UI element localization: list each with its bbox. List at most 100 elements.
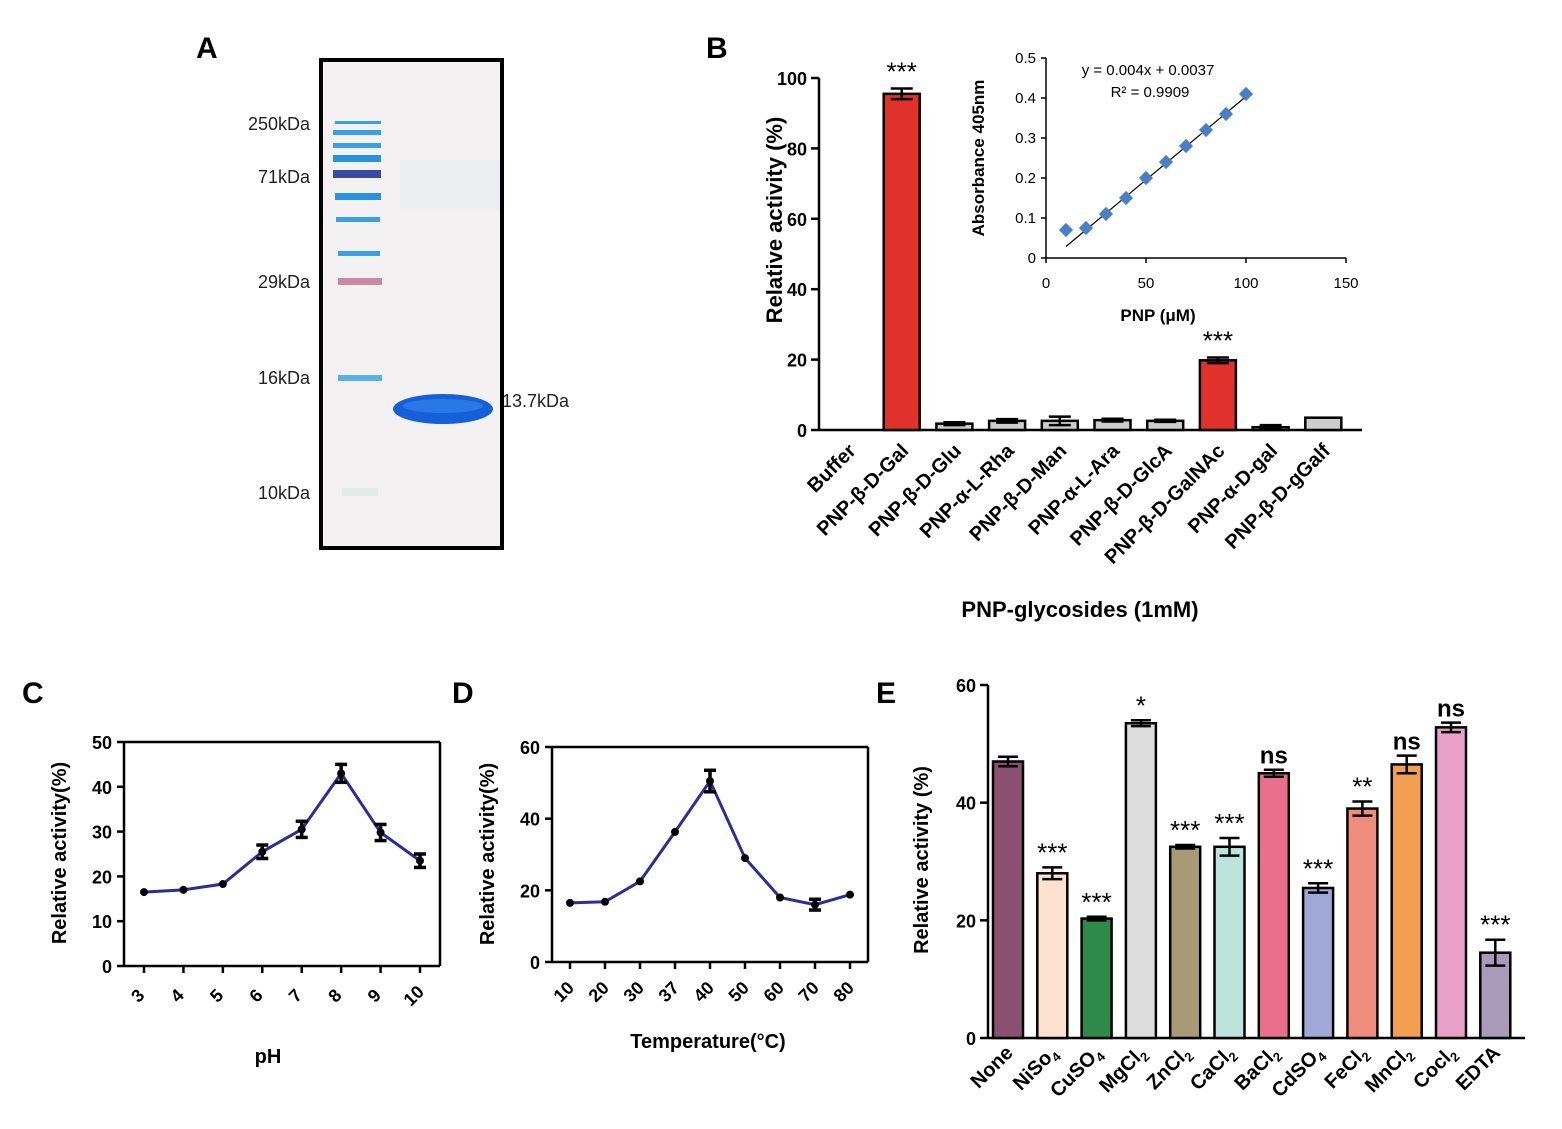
chart-d-y-tick-label: 20: [520, 881, 540, 901]
chart-e-bar: [1168, 845, 1202, 1040]
chart-e-significance-label: ***: [1303, 853, 1333, 883]
inset-data-point: [1158, 154, 1174, 170]
chart-e-significance-label: ***: [1214, 808, 1244, 838]
chart-c-data-point: [416, 856, 424, 865]
chart-d-x-axis-label: Temperature(°C): [630, 1031, 785, 1053]
chart-d-x-tick-label: 50: [725, 978, 753, 1006]
inset-data-point: [1178, 138, 1194, 154]
chart-e-y-tick-label: 60: [956, 676, 976, 696]
chart-d-data-point: [776, 893, 784, 902]
panel-label-e: E: [876, 677, 896, 710]
chart-c-y-tick-label: 0: [102, 957, 112, 977]
chart-d-x-tick-label: 30: [620, 978, 648, 1006]
ladder-band-faint: [342, 488, 378, 496]
inset-y-tick-label: 0.3: [1015, 130, 1036, 147]
ladder-band-dark: [333, 170, 381, 178]
chart-b-y-tick-label: 40: [787, 280, 807, 300]
inset-data-point: [1058, 222, 1074, 238]
chart-d-y-tick-label: 0: [530, 953, 540, 973]
chart-d-y-axis-label: Relative activity(%): [477, 763, 499, 945]
inset-data-point: [1118, 190, 1134, 206]
inset-data-point: [1098, 206, 1114, 222]
inset-x-tick-label: 150: [1333, 275, 1358, 292]
chart-c-data-point: [337, 769, 346, 778]
chart-e-category-label: ZnCl2: [1143, 1042, 1197, 1096]
chart-c-x-tick-label: 6: [245, 985, 266, 1006]
panel-label-b: B: [706, 32, 728, 65]
inset-equation: y = 0.004x + 0.0037: [1082, 62, 1215, 79]
chart-e-bar: [1390, 763, 1423, 1040]
chart-e-y-axis-label: Relative activity (%): [911, 766, 933, 954]
chart-c-x-tick-label: 8: [324, 985, 345, 1006]
inset-y-tick-label: 0: [1028, 250, 1036, 267]
chart-b-substrate-specificity: 020406080100Buffer***PNP-β-D-GalPNP-β-D-…: [777, 57, 1362, 569]
ladder-band: [338, 251, 380, 256]
chart-c-x-axis-label: pH: [255, 1046, 282, 1068]
chart-c-ph-profile: 0 10 20 30 40 50 3 4 5 6 7 8 9 10: [92, 733, 442, 1010]
chart-c-data-point: [140, 888, 148, 897]
chart-e-category-label: None: [967, 1042, 1018, 1093]
chart-b-x-axis-label: PNP-glycosides (1mM): [961, 597, 1198, 622]
chart-c-y-tick-label: 50: [92, 733, 112, 753]
chart-c-x-tick-label: 3: [127, 985, 148, 1006]
chart-d-data-point: [741, 854, 749, 863]
gel-frame: [319, 58, 504, 550]
chart-c-y-tick-label: 10: [92, 912, 112, 932]
inset-r-squared: R² = 0.9909: [1111, 84, 1190, 101]
inset-y-tick-label: 0.4: [1015, 90, 1036, 107]
chart-b-y-tick-label: 60: [787, 210, 807, 230]
chart-c-x-tick-label: 7: [285, 985, 306, 1006]
inset-y-tick-label: 0.5: [1015, 50, 1036, 67]
inset-x-tick-label: 50: [1138, 275, 1155, 292]
chart-c-data-point: [297, 825, 306, 834]
chart-b-bar: [882, 92, 921, 432]
chart-e-bar: [1301, 886, 1335, 1040]
chart-e-significance-label: ***: [1081, 887, 1111, 917]
chart-e-y-tick-label: 0: [966, 1029, 976, 1049]
chart-e-category-base: None: [967, 1042, 1018, 1093]
chart-c-y-tick-label: 20: [92, 867, 112, 887]
inset-x-tick-label: 100: [1233, 275, 1258, 292]
chart-b-y-axis-label: Relative activity (%): [762, 117, 787, 324]
ladder-band: [338, 375, 382, 381]
chart-d-data-point: [566, 898, 574, 907]
chart-d-data-point: [706, 777, 714, 786]
chart-c-series-line: [143, 770, 421, 894]
inset-y-axis-label: Absorbance 405nm: [969, 80, 988, 237]
chart-d-data-point: [846, 890, 854, 899]
chart-e-bar: [991, 760, 1025, 1040]
inset-data-point: [1198, 122, 1214, 138]
chart-d-x-tick-label: 60: [760, 978, 788, 1006]
chart-e-y-tick-label: 20: [956, 911, 976, 931]
ladder-band-pink: [338, 278, 382, 285]
chart-d-y-tick-label: 60: [520, 738, 540, 758]
inset-data-point: [1238, 86, 1254, 102]
panel-label-a: A: [196, 32, 218, 65]
ladder-band: [333, 143, 381, 148]
chart-b-category-label: PNP-β-D-Gal: [813, 440, 913, 540]
chart-e-significance-label: **: [1352, 771, 1372, 801]
marker-label: 250kDa: [248, 114, 311, 134]
gel-smear: [400, 160, 500, 210]
inset-data-point: [1138, 170, 1154, 186]
ladder-band: [336, 217, 380, 222]
chart-c-data-point: [179, 885, 188, 894]
inset-y-tick-label: 0.1: [1015, 210, 1036, 227]
chart-b-inset-standard-curve: 0 0.1 0.2 0.3 0.4 0.5 0 50 100 150: [1015, 50, 1358, 292]
chart-e-bar: [1124, 721, 1158, 1040]
chart-c-x-tick-label: 5: [206, 985, 227, 1006]
chart-b-y-tick-label: 80: [787, 139, 807, 159]
inset-y-tick-label: 0.2: [1015, 170, 1036, 187]
chart-e-category-label: CuSO4: [1046, 1041, 1109, 1104]
chart-d-y-tick-label: 40: [520, 810, 540, 830]
chart-b-y-tick-label: 20: [787, 351, 807, 371]
chart-b-significance-label: ***: [1203, 325, 1233, 355]
chart-d-x-tick-label: 40: [690, 978, 718, 1006]
ladder-band: [335, 193, 381, 200]
chart-c-data-point: [218, 880, 227, 889]
ladder-band: [335, 121, 381, 124]
chart-d-data-point: [811, 900, 819, 909]
chart-e-bar: [1346, 807, 1379, 1040]
